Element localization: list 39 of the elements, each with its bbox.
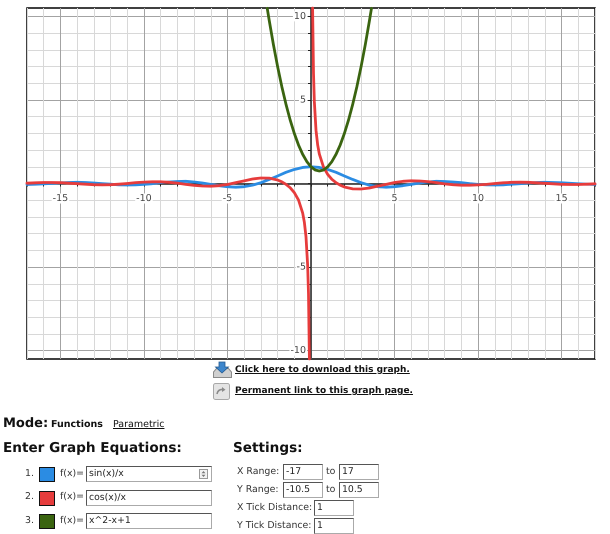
text: to — [326, 466, 336, 478]
x-tick-label: 10 — [472, 193, 484, 204]
text: f(x)= — [60, 468, 84, 480]
x-tick-label: -15 — [52, 193, 68, 204]
x-tick-label: -10 — [136, 193, 152, 204]
y-tick-label: 10 — [294, 10, 306, 22]
text: Settings: — [233, 440, 303, 456]
text-field: 17 — [339, 464, 379, 480]
text: f(x)= — [60, 515, 84, 527]
text: 2. — [25, 491, 34, 503]
text: Functions — [51, 419, 103, 431]
line-series — [266, 6, 373, 172]
text-field: 10.5 — [339, 482, 379, 498]
text: Y Range: — [237, 484, 279, 496]
text: 3. — [25, 515, 34, 527]
text: Parametric — [113, 419, 164, 431]
x-tick-label: -5 — [222, 193, 232, 204]
text: 1. — [25, 468, 34, 480]
y-tick-label: -10 — [290, 345, 306, 356]
x-tick-label: 15 — [556, 193, 568, 204]
text: X Tick Distance: — [237, 502, 312, 514]
text-field: cos(x)/x — [86, 490, 212, 506]
text-field: 1 — [314, 518, 354, 534]
y-tick-label: -5 — [296, 262, 306, 273]
text: Mode: — [3, 416, 48, 432]
text: X Range: — [237, 466, 280, 478]
text-field: -17 — [283, 464, 323, 480]
text-field: 1 — [314, 500, 354, 516]
text: Permanent link to this graph page. — [235, 385, 413, 397]
text-field: -10.5 — [283, 482, 323, 498]
text-field: x^2-x+1 — [86, 513, 212, 529]
text: Enter Graph Equations: — [3, 440, 182, 456]
y-tick-label: 5 — [300, 94, 306, 106]
text-field: sin(x)/x — [86, 466, 212, 482]
text: Click here to download this graph. — [235, 364, 410, 376]
text: to — [326, 484, 336, 496]
x-tick-label: 5 — [392, 193, 398, 204]
text: f(x)= — [60, 491, 84, 503]
text: Y Tick Distance: — [237, 520, 312, 532]
